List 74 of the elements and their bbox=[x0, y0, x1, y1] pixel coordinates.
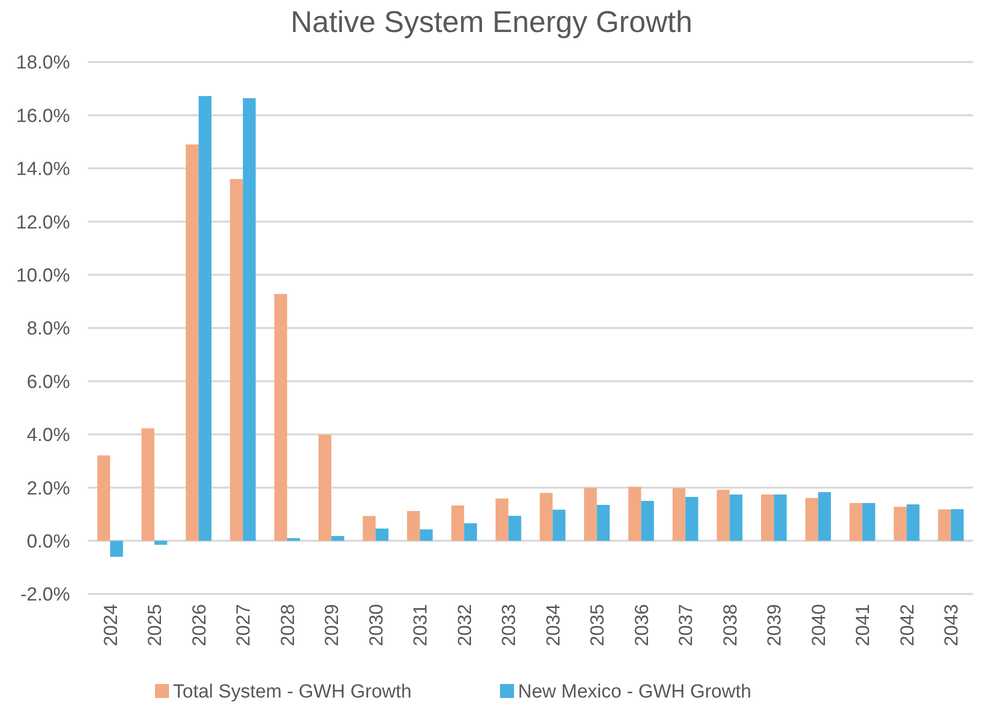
bar bbox=[584, 488, 597, 541]
y-tick-label: 8.0% bbox=[26, 318, 70, 340]
x-tick-label: 2025 bbox=[145, 604, 166, 646]
bar bbox=[154, 540, 168, 545]
bar bbox=[818, 492, 831, 541]
x-tick-label: 2035 bbox=[588, 604, 609, 646]
x-tick-label: 2028 bbox=[278, 604, 299, 646]
y-tick-label: 6.0% bbox=[26, 372, 70, 393]
bar bbox=[198, 96, 212, 541]
bar bbox=[805, 498, 818, 541]
bar bbox=[862, 503, 876, 541]
bar bbox=[97, 455, 110, 541]
x-tick-label: 2030 bbox=[366, 604, 388, 646]
bar bbox=[938, 509, 951, 541]
bar bbox=[508, 516, 522, 541]
bar bbox=[730, 494, 742, 541]
bar bbox=[110, 540, 123, 557]
x-tick-label: 2026 bbox=[189, 604, 210, 646]
x-tick-label: 2043 bbox=[942, 604, 963, 646]
x-tick-label: 2036 bbox=[632, 604, 653, 646]
bar bbox=[407, 511, 420, 541]
bar bbox=[464, 523, 477, 541]
bar bbox=[761, 494, 774, 541]
y-tick-label: 18.0% bbox=[16, 52, 70, 74]
bar bbox=[774, 494, 787, 541]
x-tick-label: 2034 bbox=[543, 604, 564, 646]
x-tick-label: 2024 bbox=[100, 604, 122, 646]
bar bbox=[362, 516, 376, 541]
x-tick-label: 2038 bbox=[720, 604, 742, 646]
bar bbox=[641, 500, 654, 541]
x-tick-label: 2029 bbox=[322, 604, 344, 646]
y-tick-label: 14.0% bbox=[16, 159, 70, 180]
bar bbox=[274, 294, 288, 541]
x-tick-label: 2039 bbox=[764, 604, 786, 646]
bar bbox=[540, 492, 553, 541]
bar bbox=[685, 496, 698, 541]
y-tick-label: 0.0% bbox=[26, 531, 70, 552]
legend-label: Total System - GWH Growth bbox=[173, 682, 412, 703]
y-tick-label: 16.0% bbox=[16, 106, 70, 127]
bar bbox=[850, 503, 862, 541]
bar bbox=[628, 486, 642, 541]
bar bbox=[496, 498, 508, 541]
x-tick-label: 2037 bbox=[676, 604, 698, 646]
bar bbox=[318, 434, 332, 541]
x-tick-label: 2032 bbox=[454, 604, 476, 646]
x-tick-label: 2033 bbox=[499, 604, 520, 646]
y-tick-label: 12.0% bbox=[16, 212, 70, 234]
x-tick-label: 2042 bbox=[897, 604, 918, 646]
bar bbox=[420, 529, 433, 541]
x-tick-label: 2040 bbox=[808, 604, 830, 646]
bar bbox=[242, 98, 256, 541]
bar bbox=[186, 144, 199, 541]
y-tick-label: 4.0% bbox=[26, 425, 70, 446]
bar bbox=[287, 538, 300, 541]
chart-title: Native System Energy Growth bbox=[290, 6, 692, 39]
bar bbox=[552, 510, 566, 541]
bar bbox=[230, 179, 243, 541]
bar bbox=[451, 505, 464, 541]
bar bbox=[376, 528, 388, 541]
x-tick-label: 2041 bbox=[853, 604, 874, 646]
x-tick-label: 2027 bbox=[234, 604, 255, 646]
bar bbox=[894, 506, 907, 541]
bar bbox=[142, 428, 154, 541]
x-tick-label: 2031 bbox=[410, 604, 432, 646]
bar bbox=[906, 504, 920, 541]
bar bbox=[716, 490, 730, 541]
bar bbox=[596, 504, 610, 541]
bar bbox=[672, 488, 686, 541]
y-tick-label: -2.0% bbox=[20, 584, 70, 606]
bar bbox=[950, 509, 964, 541]
y-tick-label: 10.0% bbox=[16, 265, 70, 286]
y-tick-label: 2.0% bbox=[26, 478, 70, 500]
legend-label: New Mexico - GWH Growth bbox=[518, 682, 752, 703]
bar bbox=[331, 536, 344, 541]
